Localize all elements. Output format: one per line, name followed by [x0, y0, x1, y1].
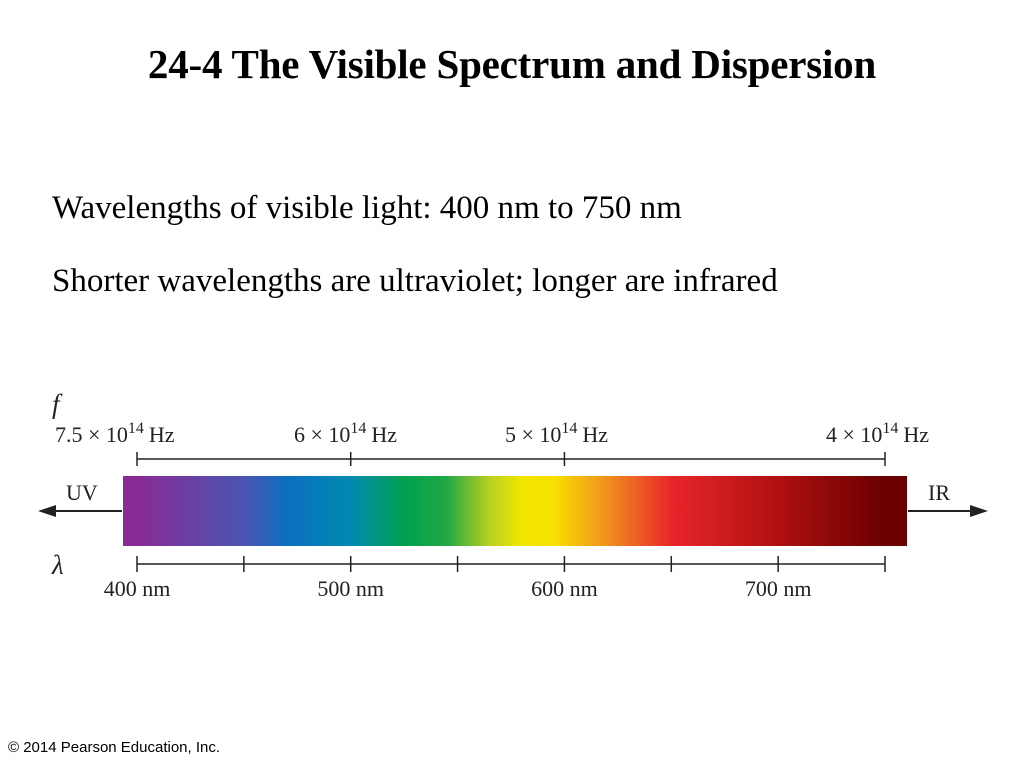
- frequency-label: 4 × 1014 Hz: [826, 420, 929, 447]
- wavelength-label: 700 nm: [745, 576, 812, 601]
- slide-title: 24-4 The Visible Spectrum and Dispersion: [147, 41, 877, 87]
- wavelength-labels: 400 nm 500 nm 600 nm 700 nm: [104, 576, 812, 601]
- wavelength-axis: [136, 556, 886, 572]
- copyright-notice: © 2014 Pearson Education, Inc.: [8, 739, 221, 756]
- frequency-symbol: f: [52, 389, 63, 419]
- uv-arrow: [38, 505, 122, 517]
- bullet-uv-ir: Shorter wavelengths are ultraviolet; lon…: [52, 263, 778, 299]
- frequency-axis: [136, 452, 886, 466]
- ir-arrow: [908, 505, 988, 517]
- frequency-label: 5 × 1014 Hz: [505, 420, 608, 447]
- frequency-label: 6 × 1014 Hz: [294, 420, 397, 447]
- wavelength-label: 400 nm: [104, 576, 171, 601]
- spectrum-diagram: f λ 7.5 × 1014 Hz 6 × 1014 Hz 5 × 1014 Hz 4 × …: [38, 389, 988, 601]
- wavelength-label: 500 nm: [317, 576, 384, 601]
- wavelength-label: 600 nm: [531, 576, 598, 601]
- spectrum-bar: [123, 476, 907, 546]
- frequency-labels: 7.5 × 1014 Hz 6 × 1014 Hz 5 × 1014 Hz 4 × 1014…: [55, 420, 929, 447]
- frequency-label: 7.5 × 1014 Hz: [55, 420, 175, 447]
- wavelength-symbol: λ: [51, 550, 64, 580]
- uv-label: UV: [66, 480, 98, 505]
- ir-label: IR: [928, 480, 950, 505]
- bullet-wavelength-range: Wavelengths of visible light: 400 nm to …: [52, 190, 682, 226]
